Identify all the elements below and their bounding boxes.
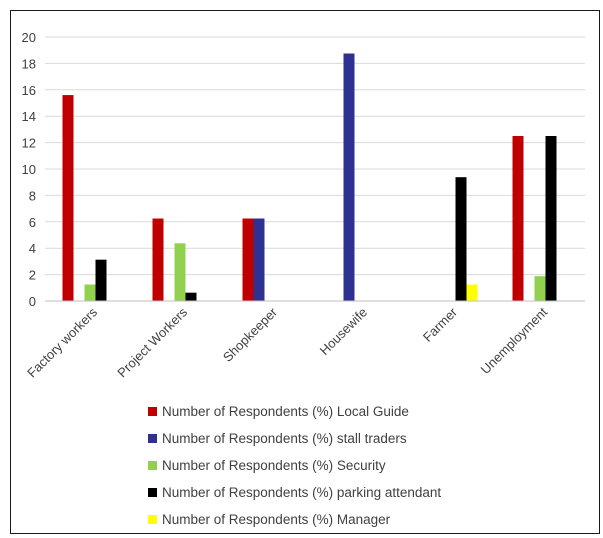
bar-factory-workers-series-3: [95, 259, 107, 301]
legend-label: Number of Respondents (%) stall traders: [162, 431, 407, 446]
bar-factory-workers-series-0: [62, 95, 74, 301]
y-tick-label: 0: [29, 294, 36, 309]
y-tick-label: 16: [22, 83, 36, 98]
legend-label: Number of Respondents (%) parking attend…: [162, 485, 442, 500]
bar-project-workers-series-0: [152, 218, 164, 301]
legend-swatch: [148, 407, 157, 416]
legend-item: Number of Respondents (%) Manager: [148, 506, 568, 533]
legend-label: Number of Respondents (%) Manager: [162, 512, 391, 527]
y-tick-label: 20: [22, 30, 36, 45]
x-axis-tick-labels: Factory workers Project Workers Shopkeeper…: [24, 304, 550, 380]
bar-project-workers-series-2: [174, 243, 186, 301]
bar-shopkeeper-series-1: [253, 218, 265, 301]
legend-label: Number of Respondents (%) Security: [162, 458, 386, 473]
legend-item: Number of Respondents (%) Security: [148, 452, 568, 479]
bar-unemployment-series-3: [545, 136, 557, 301]
legend-swatch: [148, 461, 157, 470]
bar-farmer-series-4: [466, 284, 478, 301]
bar-unemployment-series-2: [534, 276, 546, 301]
x-tick-label: Shopkeeper: [220, 304, 281, 365]
y-tick-label: 10: [22, 162, 36, 177]
legend-label: Number of Respondents (%) Local Guide: [162, 404, 409, 419]
bars: [62, 53, 557, 301]
legend: Number of Respondents (%) Local Guide Num…: [148, 398, 568, 533]
y-tick-label: 2: [29, 268, 36, 283]
bar-factory-workers-series-2: [84, 284, 96, 301]
bar-project-workers-series-3: [185, 292, 197, 301]
y-tick-label: 8: [29, 188, 36, 203]
y-axis-tick-labels: 0 2 4 6 8 10 12 14 16 18 20: [22, 30, 36, 309]
legend-item: Number of Respondents (%) stall traders: [148, 425, 568, 452]
x-tick-label: Unemployment: [478, 304, 551, 377]
bar-shopkeeper-series-0: [242, 218, 254, 301]
legend-item: Number of Respondents (%) parking attend…: [148, 479, 568, 506]
legend-swatch: [148, 434, 157, 443]
bar-farmer-series-3: [455, 177, 467, 301]
y-tick-label: 18: [22, 56, 36, 71]
chart-frame: [10, 10, 600, 534]
legend-swatch: [148, 488, 157, 497]
y-tick-label: 14: [22, 109, 36, 124]
x-tick-label: Farmer: [420, 304, 461, 345]
x-tick-label: Project Workers: [114, 304, 190, 380]
legend-swatch: [148, 515, 157, 524]
gridlines: [45, 36, 585, 276]
x-tick-label: Housewife: [317, 305, 371, 359]
legend-item: Number of Respondents (%) Local Guide: [148, 398, 568, 425]
y-tick-label: 12: [22, 136, 36, 151]
x-tick-label: Factory workers: [24, 304, 100, 380]
bar-unemployment-series-0: [512, 136, 524, 301]
y-tick-label: 6: [29, 215, 36, 230]
y-tick-label: 4: [29, 241, 36, 256]
bar-housewife-series-1: [343, 53, 355, 301]
